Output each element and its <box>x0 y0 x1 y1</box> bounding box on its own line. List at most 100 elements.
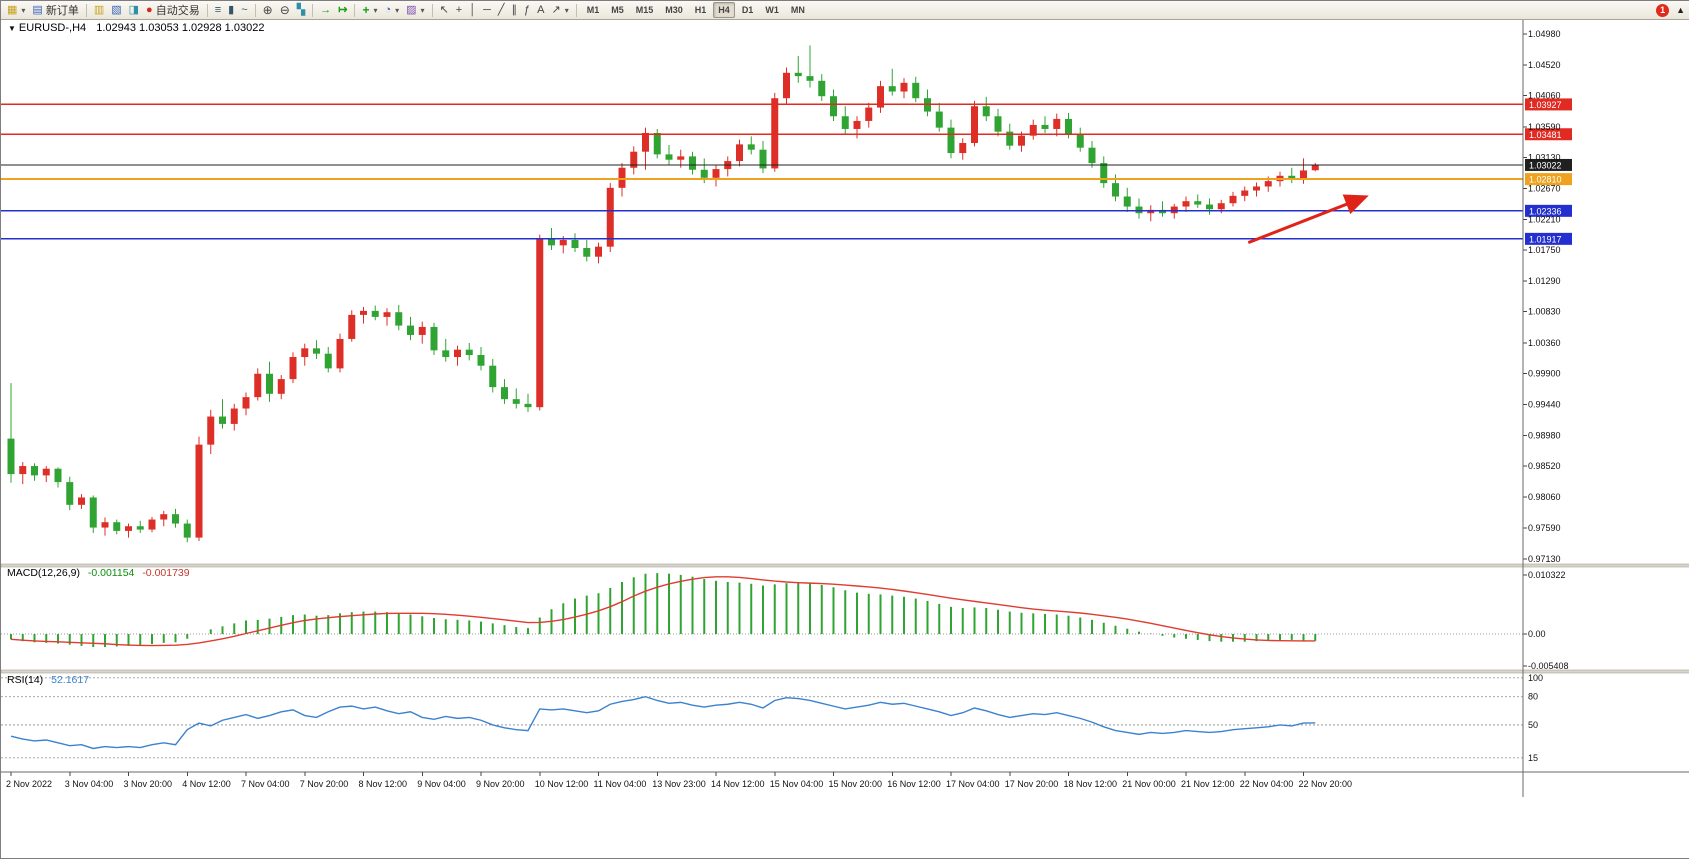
rsi-axis-label: 15 <box>1528 753 1538 763</box>
candle-body <box>207 416 215 445</box>
line-chart-type-button[interactable]: ~ <box>238 2 250 18</box>
terminal-button[interactable]: ◨ <box>126 2 142 18</box>
pane-splitter[interactable] <box>1 563 1689 568</box>
market-watch-button[interactable]: ▥ <box>91 2 107 18</box>
timeframe-button-m5[interactable]: M5 <box>611 5 624 15</box>
templates-button[interactable]: ▨ ▾ <box>403 2 427 18</box>
trendline-tool-button[interactable]: ╱ <box>495 2 508 18</box>
candle-body <box>794 72 802 77</box>
candle-body <box>113 522 121 531</box>
pane-splitter[interactable] <box>1 669 1689 674</box>
autotrade-button[interactable]: ● 自动交易 <box>143 2 203 18</box>
candle-body <box>1018 135 1025 146</box>
data-window-button[interactable]: ▧ <box>108 2 124 18</box>
cursor-tool-button[interactable]: ↖ <box>437 2 452 18</box>
new-chart-icon: ▦ <box>7 4 18 16</box>
bar-chart-type-button[interactable]: ≡ <box>212 2 224 18</box>
candle-body <box>1123 196 1131 207</box>
chevron-down-icon: ▾ <box>373 5 378 15</box>
symbol-dropdown-icon[interactable]: ▼ <box>8 24 16 33</box>
time-axis-label: 18 Nov 12:00 <box>1064 779 1118 789</box>
chart-shift-icon: ↦ <box>338 4 348 16</box>
timeframe-button-mn[interactable]: MN <box>790 5 805 15</box>
channel-tool-button[interactable]: ∥ <box>509 2 521 18</box>
chevron-down-icon: ▾ <box>564 5 569 15</box>
zoom-out-button[interactable]: ⊖ <box>277 2 293 18</box>
trendline-icon: ╱ <box>497 4 505 16</box>
clock-icon: ◔ <box>384 4 392 16</box>
price-badge-label: 1.02336 <box>1529 206 1562 216</box>
scroll-up-icon[interactable]: ▲ <box>1676 5 1685 15</box>
text-tool-button[interactable]: A <box>534 2 547 18</box>
arrows-tool-button[interactable]: ↗ ▾ <box>548 2 571 18</box>
candle-body <box>7 438 15 475</box>
rsi-line <box>10 695 1316 750</box>
ohlc-values: 1.02943 1.03053 1.02928 1.03022 <box>96 22 265 34</box>
time-axis-label: 11 Nov 04:00 <box>594 779 647 789</box>
price-axis-label: 1.01750 <box>1528 245 1561 255</box>
timeframe-button-m1[interactable]: M1 <box>586 5 600 15</box>
candle-body <box>1311 164 1319 171</box>
separator <box>85 3 87 17</box>
time-axis-label: 3 Nov 04:00 <box>65 779 114 789</box>
candle-body <box>430 326 438 351</box>
candle-body <box>360 310 367 315</box>
candles-layer <box>7 45 1319 543</box>
candle-body <box>865 107 873 121</box>
autoscroll-button[interactable]: → <box>317 2 334 18</box>
candle-body <box>559 239 567 246</box>
periods-button[interactable]: ◔ ▾ <box>381 2 402 18</box>
market-watch-icon: ▥ <box>93 4 105 16</box>
candle-body <box>677 156 685 160</box>
time-axis-label: 7 Nov 20:00 <box>300 779 349 789</box>
indicators-button[interactable]: + ▾ <box>359 2 380 18</box>
separator <box>206 3 208 17</box>
trend-arrow-annotation[interactable] <box>1247 194 1369 245</box>
candle-body <box>89 497 97 528</box>
candle-body <box>571 239 579 249</box>
candle-body <box>1100 163 1108 184</box>
time-axis-label: 13 Nov 23:00 <box>652 779 706 789</box>
vertical-line-tool-button[interactable]: │ <box>466 2 479 18</box>
price-axis-label: 1.03130 <box>1528 153 1561 163</box>
candle-body <box>1288 175 1296 180</box>
candle-body <box>254 373 262 398</box>
candle-body <box>418 326 426 335</box>
price-axis-label: 1.00360 <box>1528 338 1561 348</box>
chart-canvas[interactable]: 1.03927 1.03481 1.03022 1.02810 1.02336 1.019… <box>1 19 1689 858</box>
price-axis-label: 0.99440 <box>1528 400 1561 410</box>
timeframe-button-m30[interactable]: M30 <box>665 5 683 15</box>
tile-windows-button[interactable]: ▚ <box>294 2 308 18</box>
data-window-icon: ▧ <box>111 4 122 16</box>
fibonacci-icon: ƒ <box>524 4 531 16</box>
timeframe-button-d1[interactable]: D1 <box>741 5 754 15</box>
time-axis-label: 16 Nov 12:00 <box>887 779 941 789</box>
candle-body <box>1241 190 1249 196</box>
timeframe-button-h1[interactable]: H1 <box>694 5 707 15</box>
new-order-button[interactable]: ▤ 新订单 <box>29 2 81 18</box>
price-axis-label: 1.02210 <box>1528 214 1561 224</box>
candlestick-type-button[interactable]: ▮ <box>225 2 237 18</box>
rsi-name: RSI(14) <box>7 674 44 686</box>
candle-body <box>1300 170 1307 180</box>
candle-body <box>783 72 790 99</box>
zoom-in-button[interactable]: ⊕ <box>260 2 276 18</box>
chart-shift-button[interactable]: ↦ <box>335 2 350 18</box>
crosshair-tool-button[interactable]: + <box>453 2 465 18</box>
fibonacci-tool-button[interactable]: ƒ <box>521 2 533 18</box>
candle-body <box>700 169 708 178</box>
new-chart-button[interactable]: ▦ ▾ <box>4 2 28 18</box>
notification-badge[interactable]: 1 <box>1656 3 1670 17</box>
candle-body <box>66 482 74 505</box>
candle-body <box>148 519 156 530</box>
candle-body <box>548 238 555 246</box>
chevron-down-icon: ▾ <box>420 5 425 15</box>
horizontal-line-tool-button[interactable]: ─ <box>480 2 494 18</box>
timeframe-button-m15[interactable]: M15 <box>635 5 654 15</box>
candle-body <box>1135 206 1143 214</box>
timeframe-button-w1[interactable]: W1 <box>765 5 779 15</box>
candle-body <box>183 523 191 538</box>
text-label-icon: A <box>537 4 545 16</box>
timeframe-button-h4[interactable]: H4 <box>713 2 735 18</box>
candle-body <box>1170 206 1178 214</box>
